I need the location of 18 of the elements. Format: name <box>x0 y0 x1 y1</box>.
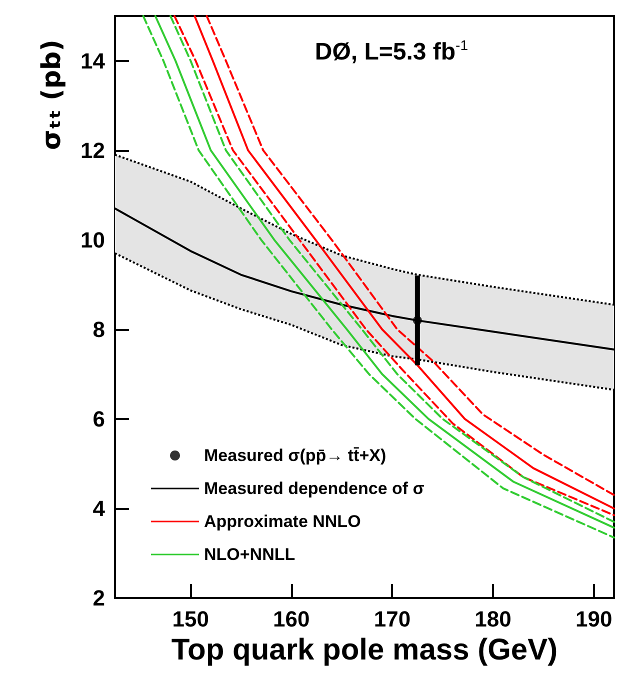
legend-label: Approximate NNLO <box>204 512 361 531</box>
y-tick-label: 8 <box>92 316 105 342</box>
y-tick-label: 12 <box>80 138 105 163</box>
legend-label: Measured σ(pp̄→ tt̄+X) <box>204 446 386 465</box>
x-axis-title: Top quark pole mass (GeV) <box>171 633 558 666</box>
x-tick-label: 150 <box>172 606 209 632</box>
y-tick-label: 4 <box>92 496 106 521</box>
y-tick-label: 14 <box>80 48 106 74</box>
y-tick-label: 6 <box>92 406 105 432</box>
legend-label: Measured dependence of σ <box>204 479 425 498</box>
legend-label: NLO+NNLL <box>204 545 296 564</box>
x-tick-label: 160 <box>273 606 310 632</box>
y-tick-label: 2 <box>92 586 105 610</box>
y-tick-label: 10 <box>80 227 105 252</box>
x-tick-label: 170 <box>374 606 411 632</box>
x-tick-label: 180 <box>474 606 512 632</box>
y-axis-title: σₜₜ (pb) <box>37 40 67 150</box>
x-tick-label: 190 <box>575 606 612 632</box>
